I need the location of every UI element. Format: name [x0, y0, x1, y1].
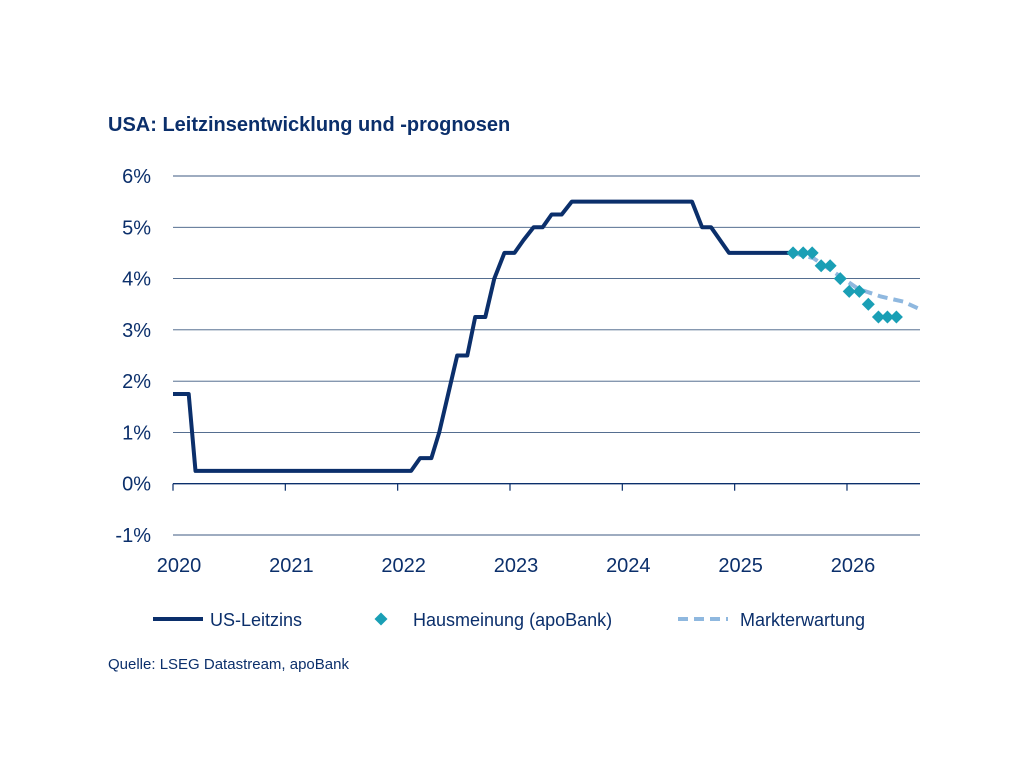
- legend: US-Leitzins Hausmeinung (apoBank) Markterw…: [153, 610, 865, 630]
- gridlines: [173, 175, 920, 536]
- y-axis: 6% 5% 4% 3% 2% 1% 0% -1%: [115, 166, 151, 547]
- x-tick-label: 2020: [157, 555, 202, 577]
- x-axis: 2020 2021 2022 2023 2024 2025 2026: [157, 483, 876, 577]
- data-point-hausmeinung: [833, 272, 847, 286]
- series-line-markterwartung: [792, 250, 921, 312]
- x-tick-label: 2022: [381, 555, 426, 577]
- y-tick-label: 2%: [122, 371, 151, 393]
- legend-label: US-Leitzins: [210, 610, 302, 630]
- series-line-us-leitzins: [173, 199, 794, 473]
- data-point-hausmeinung: [880, 310, 894, 324]
- data-point-hausmeinung: [889, 310, 903, 324]
- y-tick-label: 3%: [122, 320, 151, 342]
- y-tick-label: 0%: [122, 474, 151, 496]
- y-tick-label: 4%: [122, 269, 151, 291]
- y-tick-label: 5%: [122, 217, 151, 239]
- data-point-hausmeinung: [861, 297, 875, 311]
- legend-swatch-hausmeinung: [374, 612, 388, 626]
- legend-label: Markterwartung: [740, 610, 865, 630]
- data-point-hausmeinung: [871, 310, 885, 324]
- x-tick-label: 2021: [269, 555, 314, 577]
- y-tick-label: -1%: [115, 525, 151, 547]
- x-tick-label: 2024: [606, 555, 651, 577]
- legend-label: Hausmeinung (apoBank): [413, 610, 612, 630]
- x-tick-label: 2023: [494, 555, 539, 577]
- x-tick-label: 2026: [831, 555, 876, 577]
- data-point-hausmeinung: [786, 246, 800, 260]
- data-point-hausmeinung: [796, 246, 810, 260]
- data-point-hausmeinung: [805, 246, 819, 260]
- y-tick-label: 6%: [122, 166, 151, 188]
- data-point-hausmeinung: [852, 284, 866, 298]
- source-note: Quelle: LSEG Datastream, apoBank: [108, 656, 349, 673]
- series-layer: [173, 199, 921, 473]
- x-tick-label: 2025: [718, 555, 763, 577]
- chart-title: USA: Leitzinsentwicklung und -prognosen: [108, 114, 510, 136]
- y-tick-label: 1%: [122, 422, 151, 444]
- data-point-hausmeinung: [823, 259, 837, 273]
- data-point-hausmeinung: [842, 284, 856, 298]
- data-point-hausmeinung: [814, 259, 828, 273]
